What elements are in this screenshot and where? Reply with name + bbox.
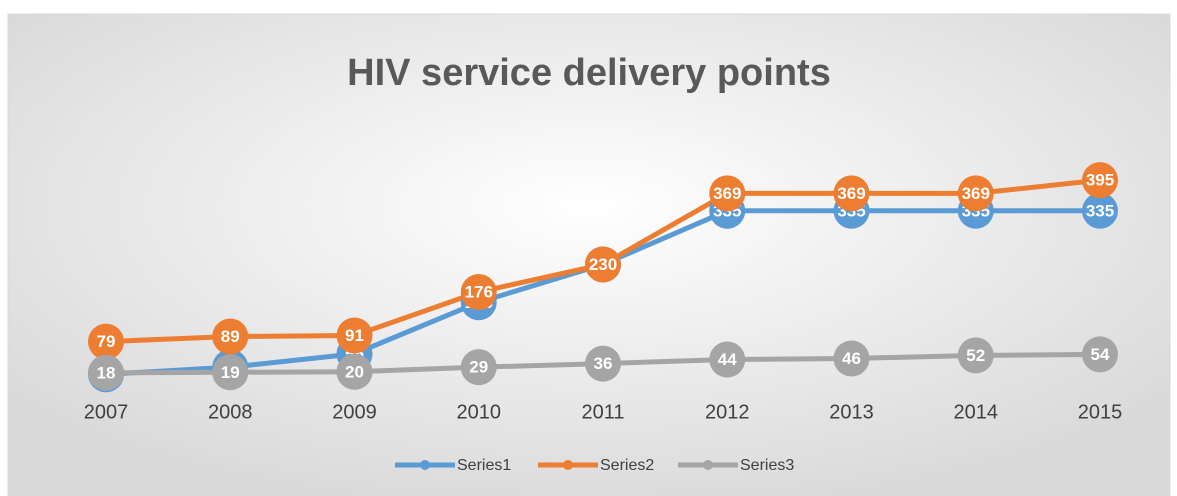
point-marker xyxy=(957,175,994,212)
data-label: 20 xyxy=(345,362,364,381)
x-tick-label: 2015 xyxy=(1078,401,1123,423)
x-tick-label: 2010 xyxy=(457,401,502,423)
data-label: 335 xyxy=(1086,201,1114,220)
point-marker xyxy=(336,353,373,390)
point-marker xyxy=(585,345,621,382)
data-label: 230 xyxy=(589,255,617,274)
point-marker xyxy=(1082,162,1118,199)
point-marker xyxy=(833,175,870,212)
point-marker xyxy=(957,337,994,374)
point-marker xyxy=(212,318,249,355)
point-marker xyxy=(833,340,870,377)
x-tick-label: 2013 xyxy=(829,401,874,423)
point-marker xyxy=(585,246,621,283)
data-label: 54 xyxy=(1091,345,1110,364)
legend-label: Series2 xyxy=(600,457,654,474)
chart-title: HIV service delivery points xyxy=(347,52,831,94)
point-marker xyxy=(336,317,373,354)
legend-marker xyxy=(420,460,430,470)
legend: Series1 Series2 Series3 xyxy=(395,457,794,474)
data-label: 46 xyxy=(842,349,861,368)
x-tick-label: 2008 xyxy=(208,401,253,423)
data-label: 79 xyxy=(97,332,116,351)
data-label: 29 xyxy=(469,358,488,377)
data-label: 369 xyxy=(713,184,741,203)
data-label: 19 xyxy=(221,363,240,382)
legend-label: Series1 xyxy=(457,457,511,474)
point-marker xyxy=(460,349,497,386)
x-tick-label: 2007 xyxy=(84,401,129,423)
data-label: 52 xyxy=(966,346,985,365)
legend-label: Series3 xyxy=(740,457,794,474)
data-label: 91 xyxy=(345,326,364,345)
point-marker xyxy=(1082,336,1118,373)
data-label: 89 xyxy=(221,327,240,346)
data-label: 18 xyxy=(97,363,116,382)
legend-marker xyxy=(703,460,713,470)
point-marker xyxy=(460,274,497,311)
x-tick-label: 2011 xyxy=(581,401,624,423)
data-label: 369 xyxy=(962,184,990,203)
data-label: 36 xyxy=(594,354,613,373)
x-tick-label: 2014 xyxy=(954,401,999,423)
data-label: 395 xyxy=(1086,171,1114,190)
point-marker xyxy=(1082,192,1118,229)
point-marker xyxy=(709,175,746,212)
x-tick-label: 2009 xyxy=(332,401,377,423)
point-marker xyxy=(212,354,249,391)
point-marker xyxy=(88,354,124,391)
x-tick-label: 2012 xyxy=(705,401,750,423)
data-label: 44 xyxy=(718,350,737,369)
point-marker xyxy=(88,323,124,360)
plot-area: 2007200820092010201120122013201420151529… xyxy=(84,162,1123,423)
point-marker xyxy=(709,341,746,378)
legend-marker xyxy=(563,460,573,470)
data-label: 176 xyxy=(465,283,493,302)
data-label: 369 xyxy=(837,184,865,203)
